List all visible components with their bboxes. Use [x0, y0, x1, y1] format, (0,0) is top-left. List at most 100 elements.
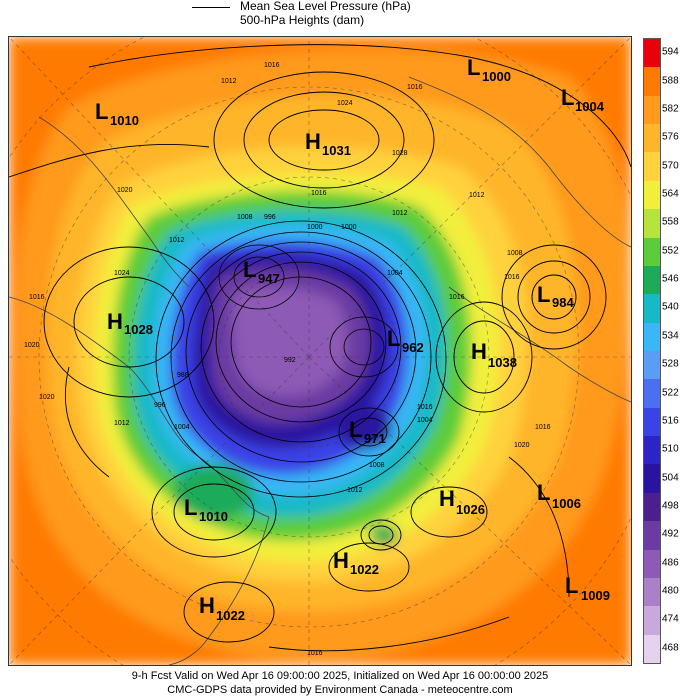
isobar-label: 1020: [117, 187, 133, 194]
isobar-label: 1008: [507, 250, 523, 257]
colorbar-segment: [644, 209, 660, 238]
mslp-legend-label: Mean Sea Level Pressure (hPa): [240, 0, 411, 13]
colorbar-segment: [644, 39, 660, 68]
colorbar-label: 492: [662, 528, 679, 540]
footer-valid-time: 9-h Fcst Valid on Wed Apr 16 09:00:00 20…: [131, 670, 549, 682]
svg-text:H: H: [439, 486, 455, 511]
colorbar-label: 510: [662, 443, 679, 455]
heights-legend-label: 500-hPa Heights (dam): [240, 13, 365, 27]
colorbar-label: 540: [662, 301, 679, 313]
colorbar-segment: [644, 294, 660, 323]
isobar-label: 996: [264, 214, 276, 221]
mslp-legend-line: [192, 7, 230, 8]
isobar-label: 1016: [407, 84, 423, 91]
isobar-label: 1024: [114, 270, 130, 277]
svg-text:L: L: [537, 282, 550, 307]
colorbar-segment: [644, 265, 660, 295]
isobar-label: 1016: [264, 62, 280, 69]
isobar-label: 1004: [387, 270, 403, 277]
pressure-system: L 1009: [565, 573, 610, 603]
colorbar-segment: [644, 549, 660, 578]
pressure-system: L 971: [349, 417, 386, 446]
colorbar-label: 516: [662, 415, 679, 427]
colorbar: [643, 38, 661, 664]
isobar-label: 1012: [469, 192, 485, 199]
colorbar-segment: [644, 577, 660, 607]
colorbar-segment: [644, 634, 660, 663]
svg-text:H: H: [199, 593, 215, 618]
isobar-label: 1008: [369, 462, 385, 469]
isobars: [9, 44, 631, 652]
isobar-label: 1020: [514, 442, 530, 449]
colorbar-label: 468: [662, 642, 679, 654]
isobar-label: 1024: [337, 100, 353, 107]
isobar-label: 1016: [535, 424, 551, 431]
isobar-label: 1016: [311, 190, 327, 197]
colorbar-label: 486: [662, 557, 679, 569]
svg-text:L: L: [387, 326, 400, 351]
colorbar-label: 528: [662, 358, 679, 370]
svg-text:947: 947: [258, 271, 280, 286]
svg-text:H: H: [305, 129, 321, 154]
colorbar-label: 474: [662, 613, 679, 625]
pressure-system: H 1028: [107, 309, 153, 337]
isobar-label: 988: [177, 372, 189, 379]
svg-text:L: L: [95, 99, 108, 124]
colorbar-segment: [644, 351, 660, 380]
colorbar-segment: [644, 152, 660, 181]
pressure-system: L 1000: [467, 55, 511, 84]
band-504-south: [336, 405, 392, 449]
svg-text:L: L: [349, 417, 362, 442]
colorbar-segment: [644, 322, 660, 351]
colorbar-segment: [644, 492, 660, 522]
colorbar-segment: [644, 521, 660, 550]
pressure-system: H 1038: [471, 339, 517, 370]
pressure-system: L 1010: [95, 99, 139, 128]
pressure-system: L 962: [387, 326, 424, 355]
isobar-label: 1016: [307, 650, 323, 657]
svg-text:1031: 1031: [322, 143, 351, 158]
colorbar-segment: [644, 67, 660, 96]
svg-text:1006: 1006: [552, 496, 581, 511]
svg-text:L: L: [565, 573, 578, 598]
svg-text:L: L: [467, 55, 480, 80]
legend: Mean Sea Level Pressure (hPa) 500-hPa He…: [0, 0, 680, 34]
colorbar-label: 480: [662, 585, 679, 597]
polar-low-isobars: [155, 220, 447, 498]
colorbar-label: 534: [662, 330, 679, 342]
colorbar-segment: [644, 464, 660, 493]
colorbar-segment: [644, 436, 660, 465]
svg-text:L: L: [537, 480, 550, 505]
colorbar-label: 594: [662, 46, 679, 58]
colorbar-segment: [644, 606, 660, 635]
isobar-label: 1016: [449, 294, 465, 301]
colorbar-segment: [644, 379, 660, 408]
svg-text:971: 971: [364, 431, 386, 446]
isobar-labels: 1012 1016 1024 1028 1016 1020 1012 1024 …: [24, 62, 551, 657]
svg-text:962: 962: [402, 340, 424, 355]
pressure-system: L 984: [537, 282, 574, 310]
svg-text:1004: 1004: [575, 99, 605, 114]
svg-text:1038: 1038: [488, 355, 517, 370]
isobar-label: 1020: [39, 394, 55, 401]
svg-text:984: 984: [552, 295, 574, 310]
svg-text:H: H: [107, 309, 123, 334]
svg-text:1028: 1028: [124, 322, 153, 337]
colorbar-label: 588: [662, 75, 679, 87]
colorbar-segment: [644, 180, 660, 210]
svg-text:1009: 1009: [581, 588, 610, 603]
colorbar-label: 570: [662, 160, 679, 172]
colorbar-label: 564: [662, 188, 679, 200]
svg-text:1000: 1000: [482, 69, 511, 84]
svg-text:L: L: [561, 85, 574, 110]
isobar-label: 1012: [347, 487, 363, 494]
pressure-system: L 947: [243, 257, 280, 286]
svg-text:1010: 1010: [110, 113, 139, 128]
colorbar-label: 576: [662, 131, 679, 143]
colorbar-label: 546: [662, 273, 679, 285]
colorbar-label: 582: [662, 103, 679, 115]
isobar-label: 1004: [417, 417, 433, 424]
isobar-label: 1016: [417, 404, 433, 411]
svg-text:1026: 1026: [456, 502, 485, 517]
pressure-system: L 1006: [537, 480, 581, 511]
